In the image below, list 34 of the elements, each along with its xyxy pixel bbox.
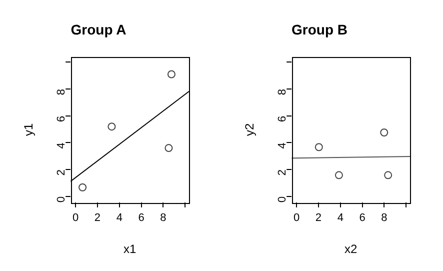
point xyxy=(380,128,388,136)
y-tick-label: 2 xyxy=(276,170,289,176)
x-tick-label: 2 xyxy=(315,212,322,224)
x-tick-label: 6 xyxy=(359,212,366,224)
x-tick-label: 6 xyxy=(138,212,144,224)
chart-title: Group A xyxy=(70,21,126,38)
point xyxy=(164,144,173,152)
point xyxy=(384,171,392,180)
y-tick-label: 0 xyxy=(276,196,289,202)
point xyxy=(334,171,343,180)
x-tick-label: 4 xyxy=(337,212,344,224)
y-tick-label: 0 xyxy=(56,196,68,202)
point xyxy=(314,143,323,152)
x-tick-label: 0 xyxy=(293,212,300,224)
y-tick-label: 6 xyxy=(276,116,289,122)
y-tick-label: 6 xyxy=(56,116,68,122)
y-axis-title: y2 xyxy=(242,122,257,136)
x-tick-label: 4 xyxy=(116,212,122,224)
y-tick-label: 8 xyxy=(276,89,289,96)
y-tick-label: 2 xyxy=(56,170,68,176)
y-tick-label: 8 xyxy=(56,89,68,96)
chart-title: Group B xyxy=(292,21,348,38)
x-tick-label: 8 xyxy=(160,212,166,224)
point xyxy=(78,183,87,192)
point xyxy=(108,122,116,131)
x-axis-title: x2 xyxy=(344,242,358,256)
x-tick-label: 8 xyxy=(381,212,388,224)
point xyxy=(167,70,176,78)
y-tick-label: 4 xyxy=(56,142,68,149)
x-tick-label: 2 xyxy=(94,212,101,224)
x-axis-title: x1 xyxy=(123,242,136,256)
y-tick-label: 4 xyxy=(276,142,289,149)
x-tick-label: 0 xyxy=(72,212,79,224)
y-axis-title: y1 xyxy=(22,122,36,136)
